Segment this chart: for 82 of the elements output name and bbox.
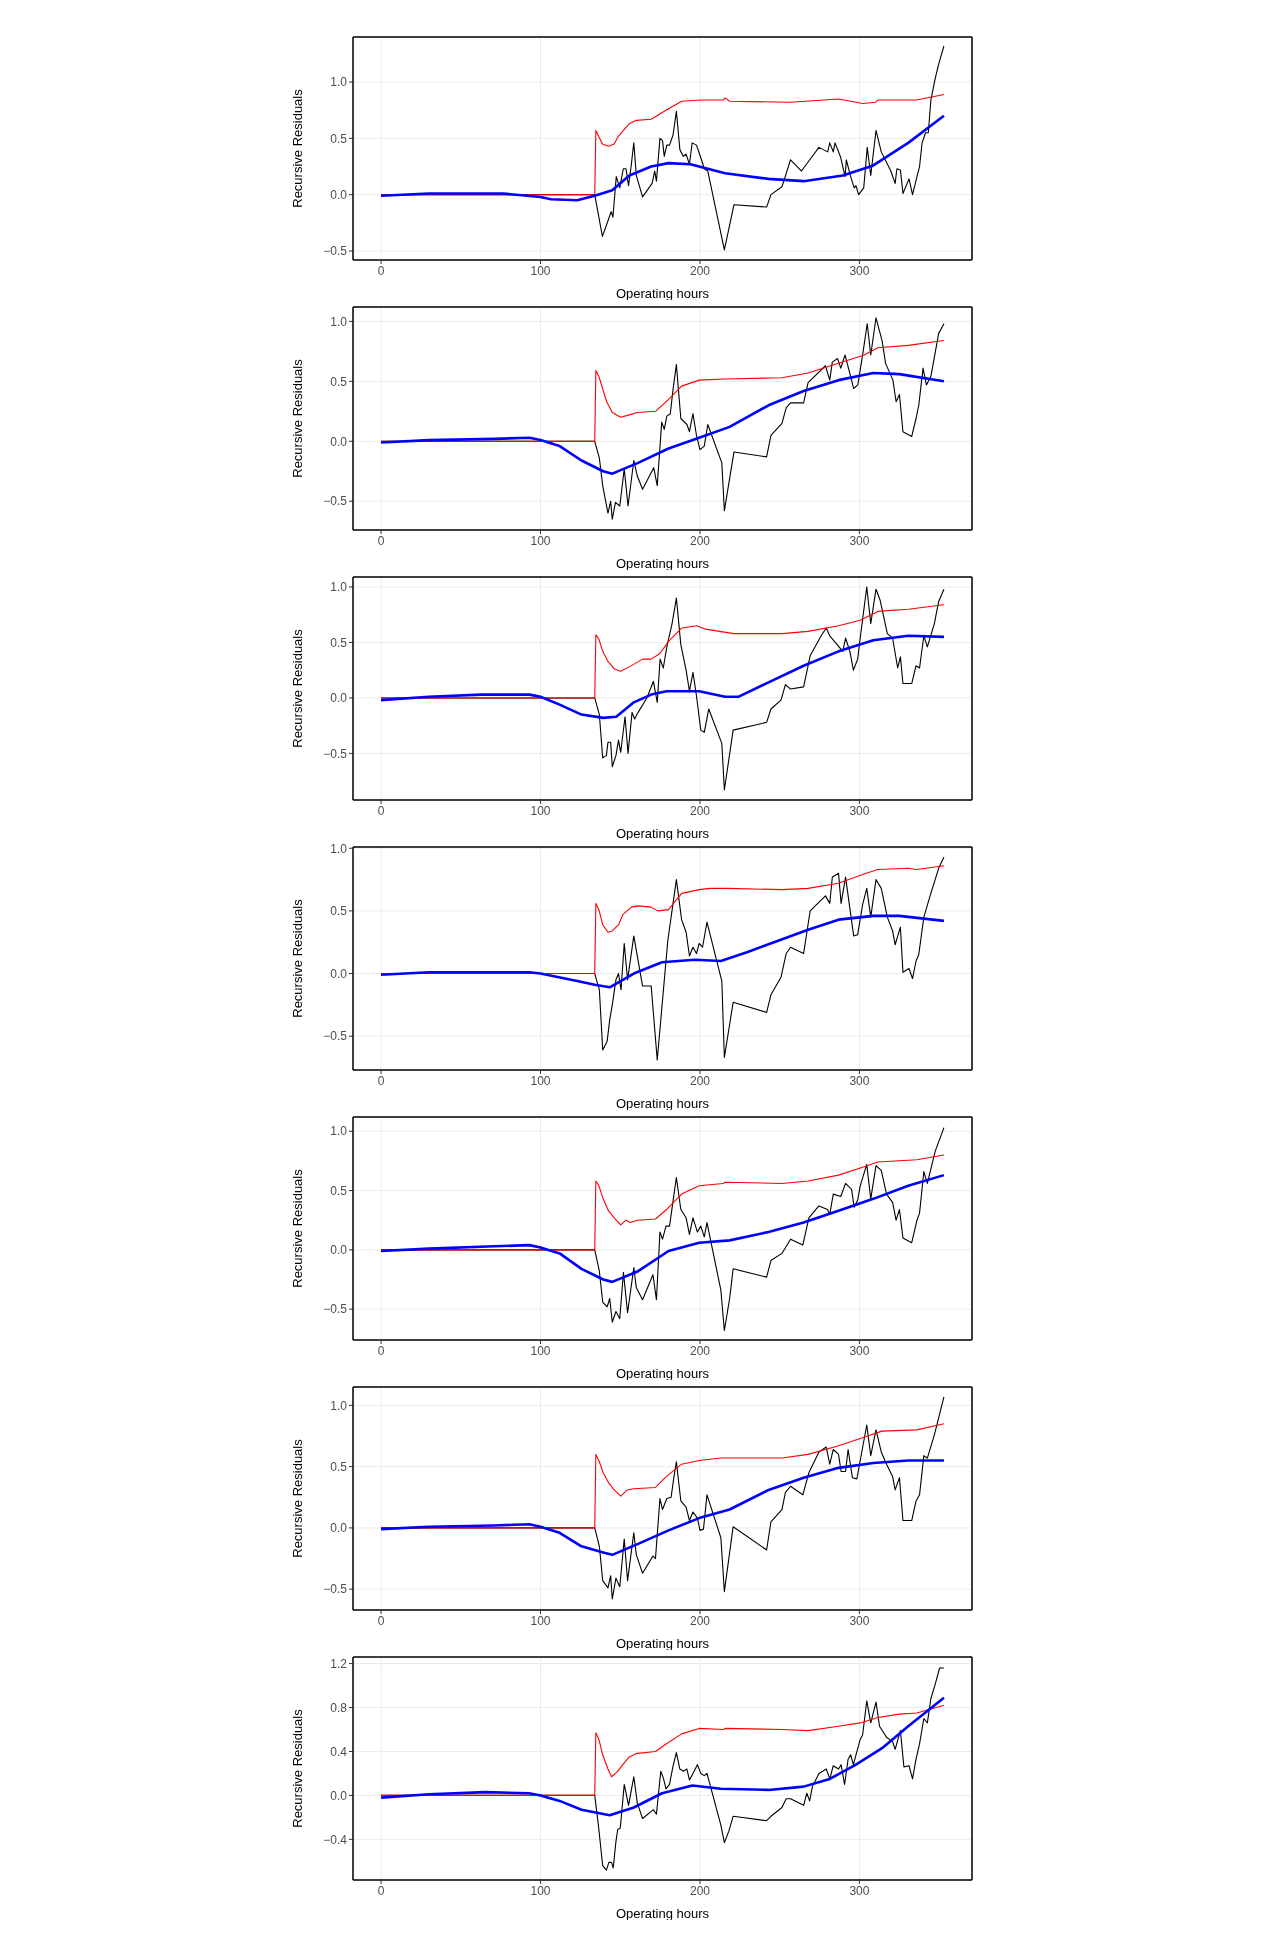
x-tick-label: 200: [689, 263, 711, 278]
y-tick-label: −0.5: [323, 1029, 348, 1044]
x-tick-label: 0: [377, 1073, 385, 1088]
y-tick-label: 0.5: [330, 1183, 348, 1198]
y-tick-label: 0.4: [330, 1744, 348, 1759]
x-tick-label: 100: [530, 263, 551, 278]
x-axis-title: Operating hours: [615, 1366, 710, 1381]
x-tick-label: 200: [689, 1073, 711, 1088]
y-axis-title: Recursive Residuals: [289, 1438, 305, 1558]
y-tick-label: −0.5: [323, 746, 348, 761]
x-tick-label: 200: [689, 533, 711, 548]
x-tick-label: 200: [689, 803, 711, 818]
x-tick-label: 100: [530, 1613, 551, 1628]
y-tick-label: 0.0: [330, 1243, 348, 1258]
x-tick-label: 300: [849, 533, 870, 548]
y-axis-title: Recursive Residuals: [289, 358, 305, 478]
line-series: [380, 604, 945, 699]
y-tick-label: −0.5: [323, 1302, 348, 1317]
y-tick-label: 0.0: [330, 691, 348, 706]
x-tick-label: 0: [377, 1613, 385, 1628]
x-tick-label: 0: [377, 1883, 385, 1898]
line-series: [379, 1459, 946, 1557]
line-series: [379, 914, 946, 989]
x-tick-label: 100: [530, 533, 551, 548]
x-tick-label: 0: [377, 263, 385, 278]
y-axis-title: Recursive Residuals: [289, 898, 305, 1018]
x-tick-label: 0: [377, 1343, 385, 1358]
y-tick-label: 0.0: [330, 966, 348, 981]
y-tick-label: 0.0: [330, 187, 348, 202]
line-series: [379, 114, 946, 202]
x-tick-label: 200: [689, 1613, 711, 1628]
x-tick-label: 200: [689, 1883, 711, 1898]
y-tick-label: 1.0: [330, 580, 348, 595]
y-tick-label: −0.4: [323, 1832, 348, 1847]
y-tick-label: −0.5: [323, 494, 348, 509]
y-tick-label: 0.0: [330, 1788, 348, 1803]
x-axis-title: Operating hours: [615, 286, 710, 301]
y-tick-label: 0.5: [330, 1459, 348, 1474]
y-axis-title: Recursive Residuals: [289, 1168, 305, 1288]
line-series: [379, 1173, 946, 1284]
y-tick-label: −0.5: [323, 244, 348, 259]
x-axis-title: Operating hours: [615, 556, 710, 571]
y-tick-label: 1.0: [330, 1124, 348, 1139]
line-series: [379, 1696, 946, 1817]
y-tick-label: 0.5: [330, 131, 348, 146]
y-tick-label: 0.0: [330, 1521, 348, 1536]
x-tick-label: 100: [530, 1073, 551, 1088]
x-tick-label: 300: [849, 1883, 870, 1898]
y-axis-title: Recursive Residuals: [289, 88, 305, 208]
y-tick-label: 1.0: [330, 75, 348, 90]
x-tick-label: 100: [530, 1883, 551, 1898]
x-tick-label: 300: [849, 803, 870, 818]
x-tick-label: 200: [689, 1343, 711, 1358]
y-axis-title: Recursive Residuals: [289, 628, 305, 748]
y-tick-label: 1.0: [330, 314, 348, 329]
x-tick-label: 0: [377, 803, 385, 818]
y-tick-label: −0.5: [323, 1582, 348, 1597]
x-axis-title: Operating hours: [615, 826, 710, 841]
y-tick-label: 0.5: [330, 635, 348, 650]
x-tick-label: 300: [849, 1613, 870, 1628]
line-series: [379, 634, 946, 720]
x-axis-title: Operating hours: [615, 1906, 710, 1921]
y-axis-title: Recursive Residuals: [289, 1708, 305, 1828]
y-tick-label: 0.5: [330, 904, 348, 919]
line-series: [380, 1704, 945, 1796]
x-tick-label: 300: [849, 263, 870, 278]
line-series: [380, 1154, 945, 1251]
y-tick-label: 1.0: [330, 1398, 348, 1413]
x-tick-label: 300: [849, 1073, 870, 1088]
y-tick-label: 0.0: [330, 434, 348, 449]
y-tick-label: 1.2: [330, 1656, 348, 1671]
line-series: [379, 371, 946, 475]
y-tick-label: 0.8: [330, 1700, 348, 1715]
line-series: [380, 1423, 945, 1529]
x-tick-label: 100: [530, 1343, 551, 1358]
x-tick-label: 300: [849, 1343, 870, 1358]
x-tick-label: 100: [530, 803, 551, 818]
y-tick-label: 0.5: [330, 374, 348, 389]
x-axis-title: Operating hours: [615, 1096, 710, 1111]
x-tick-label: 0: [377, 533, 385, 548]
y-tick-label: 1.0: [330, 841, 348, 856]
x-axis-title: Operating hours: [615, 1636, 710, 1651]
